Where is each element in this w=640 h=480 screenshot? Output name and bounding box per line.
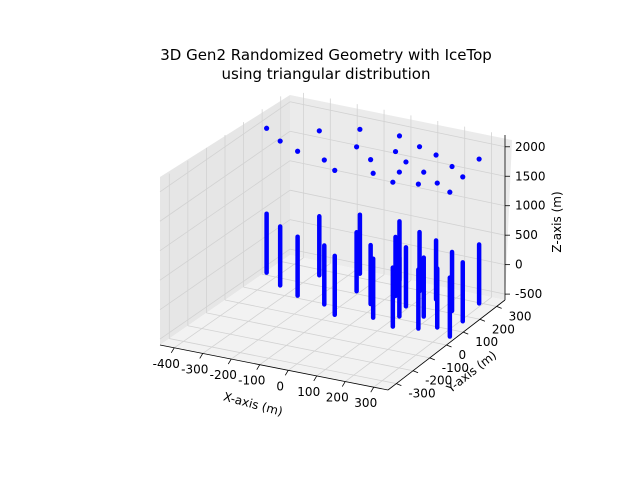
- icetop-point: [390, 179, 396, 185]
- z-tick-label: 1000: [515, 199, 546, 213]
- icetop-point: [321, 157, 327, 163]
- y-tick-label: -100: [442, 361, 469, 375]
- axes: -400 -300 -200 -100 0 100 200 300-300-200-10001…: [153, 135, 546, 410]
- x-tick-label: -100: [238, 374, 265, 388]
- back-gridline-z: [289, 101, 506, 148]
- icetop-point: [277, 138, 283, 144]
- y-tick-label: -200: [425, 374, 452, 388]
- x-tick-label: -300: [181, 362, 208, 376]
- y-tick-label: 300: [509, 309, 532, 323]
- x-tick-mark: [199, 353, 204, 359]
- z-axis-label: Z-axis (m): [550, 191, 564, 252]
- icetop-point: [316, 128, 322, 134]
- floor-gridline-y: [224, 299, 447, 346]
- panes: [160, 95, 512, 390]
- x-tick-label: 100: [297, 385, 320, 399]
- back-gridline-z: [289, 160, 506, 207]
- x-tick-label: 0: [276, 379, 284, 393]
- x-tick-label: 200: [326, 391, 349, 405]
- floor-gridline-y: [169, 338, 397, 384]
- icetop-point: [295, 148, 301, 154]
- chart-title-line2: using triangular distribution: [221, 65, 430, 83]
- icetop-point: [396, 133, 403, 139]
- y-tick-mark: [396, 383, 402, 386]
- back-gridline-z: [289, 189, 506, 236]
- x-tick-label: -200: [210, 368, 237, 382]
- y-tick-label: 100: [475, 335, 498, 349]
- icetop-point: [392, 148, 399, 155]
- chart-title: 3D Gen2 Randomized Geometry with IceTop …: [160, 46, 492, 83]
- icetop-point: [370, 170, 376, 176]
- x-tick-mark: [170, 347, 175, 354]
- floor-gridline-y: [243, 286, 464, 333]
- icetop-point: [434, 180, 440, 186]
- z-tick-label: -500: [515, 287, 542, 301]
- icetop-point: [396, 169, 402, 175]
- floor-gridline-y: [187, 325, 414, 372]
- icetop-point: [264, 125, 270, 131]
- icetop-point: [403, 159, 409, 165]
- x-tick-mark: [227, 358, 232, 365]
- icetop-point: [421, 169, 427, 175]
- icetop-point: [460, 174, 466, 180]
- icetop-point: [416, 144, 423, 150]
- x-tick-mark: [313, 375, 318, 382]
- x-tick-label: 300: [354, 396, 377, 410]
- z-tick-label: 2000: [515, 140, 546, 154]
- y-tick-mark: [412, 370, 419, 374]
- y-tick-label: 0: [459, 348, 467, 362]
- y-tick-mark: [463, 331, 469, 335]
- icetop-point: [415, 181, 421, 187]
- x-axis-label: X-axis (m): [222, 389, 284, 418]
- y-tick-mark: [496, 306, 502, 309]
- z-tick-label: 0: [515, 258, 523, 272]
- x-tick-mark: [256, 364, 261, 370]
- chart-title-line1: 3D Gen2 Randomized Geometry with IceTop: [160, 46, 492, 64]
- x-tick-mark: [341, 381, 346, 387]
- icetop-point: [353, 144, 360, 150]
- y-tick-label: -300: [408, 387, 435, 401]
- back-gridline-z: [289, 130, 506, 177]
- z-tick-label: 500: [515, 228, 538, 242]
- icetop-point: [357, 126, 363, 132]
- y-tick-mark: [446, 344, 452, 348]
- gridlines: [159, 92, 506, 388]
- floor-gridline-y: [206, 312, 430, 359]
- x-tick-mark: [370, 386, 375, 393]
- z-tick-label: 1500: [515, 169, 546, 183]
- pane-back: [290, 95, 512, 300]
- icetop-point: [449, 163, 455, 170]
- icetop-point: [368, 157, 374, 163]
- icetop-point: [332, 167, 338, 173]
- y-tick-mark: [479, 318, 486, 322]
- icetop-point: [476, 156, 482, 162]
- x-tick-mark: [284, 370, 289, 376]
- x-tick-label: -400: [153, 357, 180, 371]
- y-tick-label: 200: [492, 322, 515, 336]
- x-axis-line: [159, 344, 389, 391]
- data-points: [264, 125, 482, 339]
- y-tick-mark: [429, 357, 435, 361]
- icetop-point: [433, 152, 439, 158]
- icetop-point: [447, 189, 453, 195]
